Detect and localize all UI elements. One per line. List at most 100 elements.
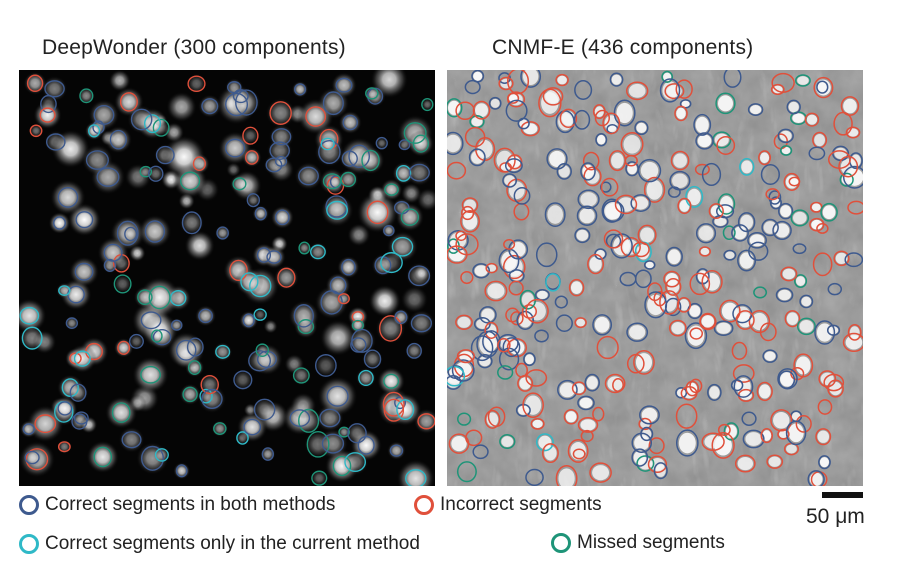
- segment-outline: [592, 406, 605, 422]
- segment-outline: [57, 186, 79, 208]
- segment-outline: [816, 223, 829, 234]
- segment-outline: [756, 381, 773, 402]
- segment-outline: [799, 294, 814, 309]
- segment-outline: [775, 287, 794, 303]
- neuron-glow: [112, 274, 133, 294]
- cell-body: [671, 321, 685, 335]
- segment-outline: [187, 360, 202, 375]
- segment-outline: [818, 455, 831, 470]
- neuron-glow: [138, 214, 172, 249]
- neuron-glow: [370, 70, 409, 99]
- cell-body: [667, 249, 681, 265]
- segment-outline: [457, 412, 472, 426]
- segment-outline: [534, 329, 549, 343]
- segment-outline: [400, 208, 420, 226]
- segment-outline: [235, 89, 258, 116]
- segment-outline: [624, 154, 638, 167]
- segment-outline: [253, 398, 276, 421]
- segment-outline: [711, 432, 735, 459]
- cell-body: [448, 247, 465, 262]
- segment-outline: [730, 379, 744, 392]
- segment-outline: [460, 210, 480, 233]
- panel-title-deepwonder: DeepWonder (300 components): [42, 36, 346, 59]
- neuron-glow: [108, 70, 131, 92]
- cell-body: [589, 256, 602, 272]
- cell-body: [448, 100, 461, 115]
- segment-outline: [592, 104, 606, 120]
- segment-outline: [199, 388, 213, 404]
- segment-outline: [815, 428, 832, 446]
- cell-body: [779, 430, 788, 438]
- segment-outline: [833, 111, 853, 136]
- neuron-glow: [395, 202, 425, 232]
- segment-outline: [144, 220, 166, 243]
- scale-bar: [822, 492, 863, 498]
- segment-outline: [256, 247, 272, 263]
- segment-outline: [502, 337, 521, 358]
- neuron-glow: [368, 284, 402, 318]
- cell-body: [676, 107, 686, 120]
- segment-outline: [723, 70, 742, 88]
- segment-outline: [224, 138, 246, 158]
- segment-outline: [708, 203, 724, 220]
- cell-body: [681, 100, 690, 107]
- segment-outline: [580, 429, 594, 443]
- segment-outline: [634, 120, 649, 136]
- segment-outline: [332, 455, 352, 477]
- segment-outline: [596, 335, 619, 360]
- neuron-glow: [132, 356, 170, 394]
- segment-outline: [408, 265, 431, 287]
- segment-outline: [675, 403, 698, 429]
- segment-outline: [255, 343, 270, 358]
- segment-outline: [600, 177, 619, 197]
- segment-outline: [52, 216, 67, 230]
- segment-outline: [403, 122, 427, 144]
- cell-body: [640, 161, 659, 180]
- segment-outline: [827, 379, 844, 398]
- segment-outline: [675, 429, 699, 457]
- segment-outline: [73, 411, 89, 425]
- scale-bar-label: 50 μm: [806, 505, 865, 528]
- segment-outline: [779, 145, 793, 156]
- segment-outline: [318, 139, 341, 165]
- segment-outline: [269, 101, 292, 125]
- segment-outline: [326, 385, 349, 407]
- segment-outline: [719, 299, 741, 323]
- neuron-glow: [325, 272, 351, 299]
- segment-outline: [320, 137, 335, 151]
- segment-outline: [74, 262, 94, 281]
- segment-outline: [626, 353, 645, 374]
- segment-outline: [485, 262, 498, 274]
- segment-outline: [65, 317, 79, 329]
- segment-outline: [521, 304, 537, 319]
- segment-outline: [643, 176, 666, 203]
- segment-outline: [289, 409, 311, 427]
- segment-outline: [274, 209, 290, 226]
- segment-outline: [845, 126, 861, 139]
- segment-outline: [758, 150, 772, 166]
- cell-body: [701, 315, 715, 328]
- segment-outline: [128, 333, 144, 349]
- cell-body: [474, 265, 488, 277]
- neuron-glow: [407, 130, 435, 157]
- neuron-glow: [97, 236, 129, 269]
- segment-outline: [747, 231, 767, 249]
- neuron-glow: [290, 392, 317, 419]
- neuron-glow: [179, 210, 205, 236]
- segment-outline: [71, 413, 88, 430]
- segment-outline: [19, 306, 40, 325]
- cell-body: [623, 135, 641, 154]
- segment-outline: [170, 319, 183, 331]
- cell-body: [792, 211, 807, 225]
- segment-outline: [636, 455, 655, 472]
- segment-outline: [541, 443, 559, 464]
- segment-outline: [633, 349, 655, 375]
- segment-outline: [351, 328, 373, 353]
- cell-body: [709, 386, 720, 399]
- segment-outline: [556, 163, 572, 180]
- cell-body: [763, 221, 777, 234]
- segment-outline: [468, 148, 486, 167]
- segment-outline: [614, 194, 638, 215]
- segment-outline: [592, 314, 613, 336]
- segment-outline: [69, 352, 82, 365]
